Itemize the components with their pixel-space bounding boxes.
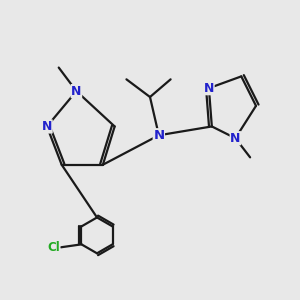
Text: N: N [230, 132, 241, 145]
Text: Cl: Cl [47, 241, 60, 254]
Text: N: N [204, 82, 214, 95]
Text: N: N [42, 120, 52, 133]
Text: N: N [71, 85, 82, 98]
Text: N: N [153, 129, 164, 142]
